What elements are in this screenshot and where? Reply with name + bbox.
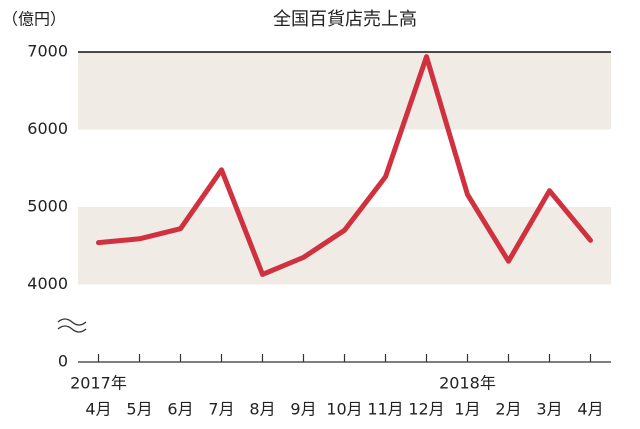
data-line [96, 54, 593, 277]
x-tick-label: 6月 [167, 400, 193, 419]
x-tick-label: 9月 [290, 400, 316, 419]
x-tick-label: 4月 [577, 400, 603, 419]
axis-break-symbol [57, 318, 87, 333]
y-tick-label: 0 [58, 352, 68, 371]
y-tick-label: 5000 [27, 197, 68, 216]
y-unit: （億円） [2, 10, 66, 29]
year-label: 2018年 [439, 374, 496, 393]
x-tick-label: 3月 [536, 400, 562, 419]
x-tick-label: 12月 [408, 400, 444, 419]
x-tick-label: 1月 [454, 400, 480, 419]
x-tick-label: 2月 [495, 400, 521, 419]
x-tick-label: 5月 [126, 400, 152, 419]
x-tick-label: 8月 [249, 400, 275, 419]
band [78, 207, 611, 285]
y-tick-label: 4000 [27, 274, 68, 293]
x-tick-label: 11月 [367, 400, 403, 419]
x-tick-label: 7月 [208, 400, 234, 419]
y-tick-label: 7000 [27, 42, 68, 61]
band [78, 52, 611, 130]
y-tick-label: 6000 [27, 119, 68, 138]
x-tick-label: 4月 [85, 400, 111, 419]
chart-title: 全国百貨店売上高 [273, 9, 417, 30]
x-tick-label: 10月 [326, 400, 362, 419]
year-label: 2017年 [70, 374, 127, 393]
